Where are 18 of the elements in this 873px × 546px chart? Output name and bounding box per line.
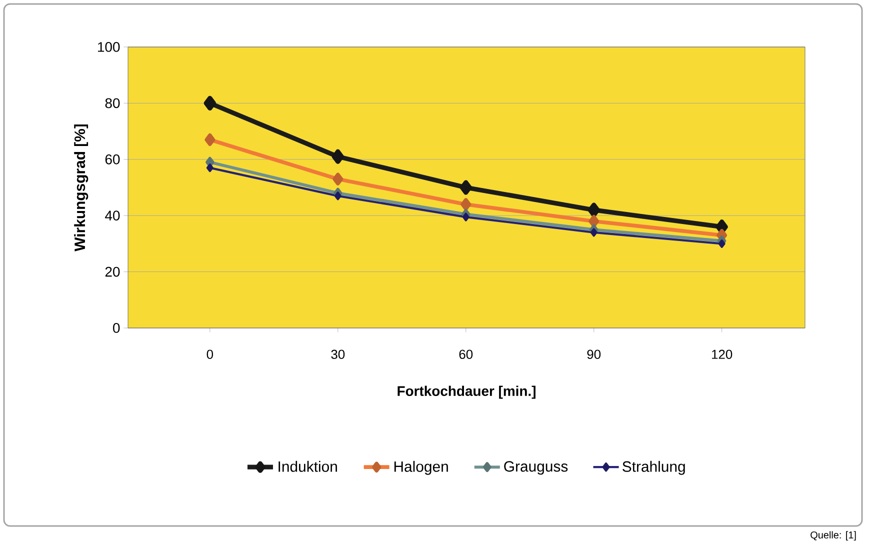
x-tick-label: 30 bbox=[331, 350, 345, 359]
y-tick-label: 60 bbox=[105, 154, 120, 164]
x-tick-label: 60 bbox=[459, 350, 473, 359]
x-tick-label: 0 bbox=[206, 350, 214, 359]
y-tick-label: 80 bbox=[105, 98, 120, 108]
y-axis-title: Wirkungsgrad [%] bbox=[74, 124, 88, 252]
legend-label: Halogen bbox=[394, 460, 448, 475]
legend-label: Induktion bbox=[278, 460, 337, 472]
legend-label: Grauguss bbox=[504, 461, 568, 475]
x-axis-title: Fortkochdauer [min.] bbox=[398, 386, 536, 399]
y-tick-label: 40 bbox=[105, 210, 120, 221]
x-tick-label: 90 bbox=[587, 350, 601, 359]
y-tick-label: 20 bbox=[105, 266, 120, 277]
x-tick-label: 120 bbox=[712, 350, 732, 359]
y-tick-label: 0 bbox=[113, 323, 120, 333]
y-tick-label: 100 bbox=[98, 42, 120, 52]
legend-label: Strahlung bbox=[622, 460, 685, 475]
source-note: Quelle: [1] bbox=[810, 531, 856, 540]
